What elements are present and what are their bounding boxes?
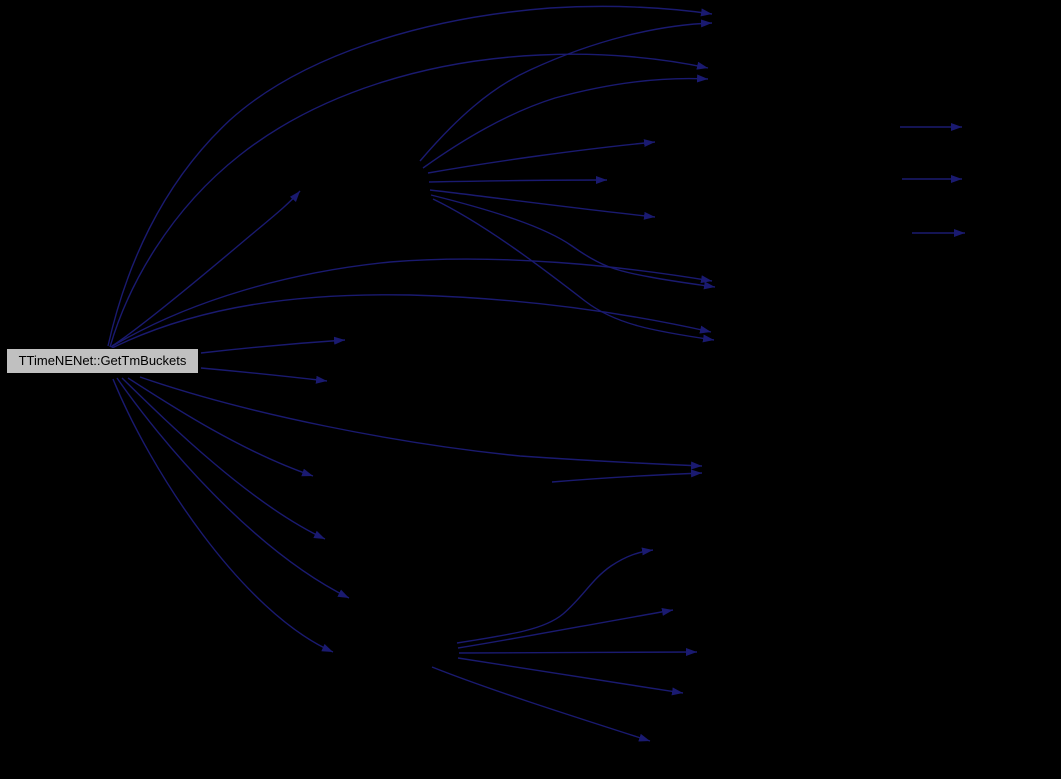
edge-hub-to-target-top-2 xyxy=(422,74,709,169)
edge-hub-to-target-mid-2 xyxy=(432,198,715,343)
edge-root-to-near-right-2 xyxy=(200,367,328,384)
edge-root-to-target-center xyxy=(139,376,703,470)
edge-bottom-node-to-target-3 xyxy=(458,648,698,657)
edge-root-to-target-mid-2 xyxy=(111,294,712,349)
edge-bottom-node-to-target-4 xyxy=(457,657,684,696)
edge-layer xyxy=(107,5,965,742)
edge-root-to-near-right-1 xyxy=(200,336,346,354)
edge-hub-to-target-mid-1 xyxy=(430,194,716,290)
edge-root-to-target-mid-1 xyxy=(110,258,713,348)
edge-root-to-target-top-2 xyxy=(109,53,709,348)
edge-bottom-node-to-target-1 xyxy=(456,547,654,644)
edge-hub-to-target-b xyxy=(428,176,608,185)
edge-root-to-lower-left-3 xyxy=(116,377,350,599)
edge-hub-to-target-a xyxy=(427,139,656,174)
node-ttimenenet-gettmbuckets: TTimeNENet::GetTmBuckets xyxy=(6,348,199,374)
edge-bottom-node-to-target-2 xyxy=(457,607,674,649)
edge-root-to-bottom-node xyxy=(112,378,334,653)
edge-hub-to-target-c xyxy=(429,189,656,220)
edge-root-to-hub-node xyxy=(111,190,301,347)
edge-root-to-target-top-1 xyxy=(107,5,713,347)
edge-hub-to-target-top-1 xyxy=(419,19,713,162)
edge-root-to-lower-left-1 xyxy=(127,377,314,477)
edge-root-to-lower-left-2 xyxy=(121,377,326,540)
edge-bottom-node-to-target-5 xyxy=(431,666,651,742)
edge-mid-node-to-target xyxy=(551,469,703,483)
